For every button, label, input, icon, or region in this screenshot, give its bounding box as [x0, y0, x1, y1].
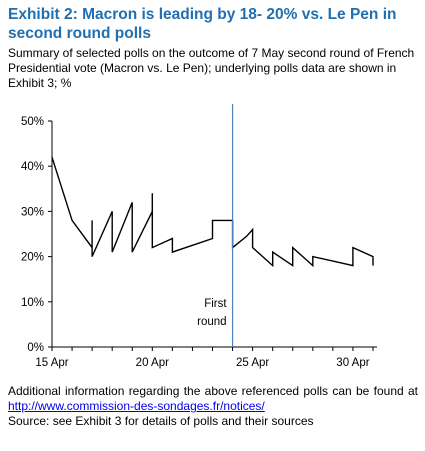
info-word: above	[204, 384, 238, 398]
first-round-label: First	[204, 298, 227, 310]
chart-title: Exhibit 2: Macron is leading by 18- 20% …	[8, 6, 397, 42]
y-tick-label: 50%	[21, 116, 44, 128]
info-word: can	[332, 384, 352, 398]
info-word: referenced	[241, 384, 300, 398]
y-tick-label: 0%	[27, 342, 44, 354]
chart-footer: Additional information regarding the above re…	[8, 384, 418, 429]
info-word: Additional	[8, 384, 61, 398]
info-text: Additional information regarding the above re…	[8, 384, 418, 399]
x-axis-tick-labels: 15 Apr 20 Apr 25 Apr 30 Apr	[35, 357, 369, 369]
source-text: Source: see Exhibit 3 for details of pol…	[8, 414, 314, 428]
annotation-group: First round	[197, 104, 234, 347]
x-tick-label: 15 Apr	[35, 357, 68, 369]
info-word: regarding	[128, 384, 180, 398]
info-word: the	[183, 384, 201, 398]
info-word: polls	[303, 384, 329, 398]
y-tick-label: 30%	[21, 206, 44, 218]
info-word: at	[407, 384, 418, 398]
polls-link[interactable]: http://www.commission-des-sondages.fr/no…	[8, 399, 265, 413]
y-tick-label: 20%	[21, 252, 44, 264]
info-word: be	[355, 384, 370, 398]
first-round-label: round	[197, 316, 226, 328]
info-word: information	[65, 384, 125, 398]
series-group	[51, 156, 374, 268]
y-axis-tick-labels: 0% 10% 20% 30% 40% 50%	[21, 116, 44, 354]
y-tick-label: 40%	[21, 161, 44, 173]
y-tick-label: 10%	[21, 297, 44, 309]
line-chart: 0% 10% 20% 30% 40% 50% 15 Apr 20 Apr 25 Apr 30 A…	[21, 104, 377, 369]
x-tick-label: 20 Apr	[136, 357, 169, 369]
x-tick-label: 25 Apr	[236, 357, 269, 369]
poll-spread-line	[51, 156, 374, 268]
x-tick-label: 30 Apr	[336, 357, 369, 369]
info-word: found	[373, 384, 404, 398]
chart-subtitle: Summary of selected polls on the outcome…	[8, 46, 415, 90]
